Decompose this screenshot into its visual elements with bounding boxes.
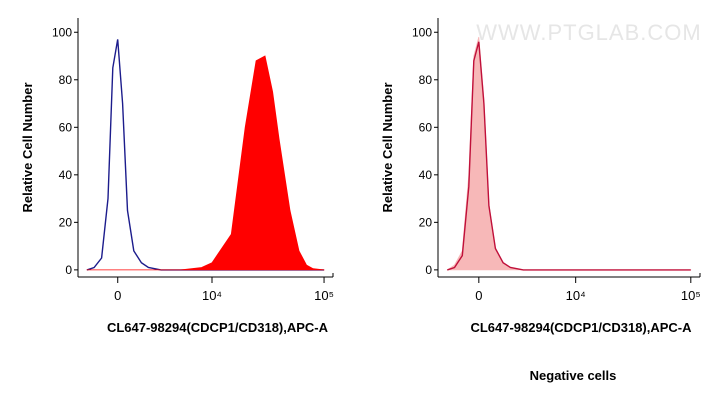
y-tick-label: 20 bbox=[59, 215, 73, 229]
x-axis-label: CL647-98294(CDCP1/CD318),APC-A bbox=[107, 320, 329, 335]
watermark: WWW.PTGLAB.COM bbox=[476, 20, 701, 45]
x-axis-label: CL647-98294(CDCP1/CD318),APC-A bbox=[470, 320, 692, 335]
y-axis-label: Relative Cell Number bbox=[20, 82, 35, 212]
x-tick-label: 0 bbox=[114, 288, 121, 303]
x-tick-label: 10⁴ bbox=[202, 288, 222, 303]
y-tick-label: 100 bbox=[412, 25, 432, 39]
histogram-area bbox=[86, 55, 325, 271]
caption: Negative cells bbox=[530, 368, 617, 383]
y-tick-label: 20 bbox=[419, 215, 433, 229]
y-tick-label: 60 bbox=[59, 120, 73, 134]
histogram-line bbox=[447, 41, 691, 271]
y-tick-label: 80 bbox=[59, 73, 73, 87]
y-axis-label: Relative Cell Number bbox=[380, 82, 395, 212]
y-tick-label: 80 bbox=[419, 73, 433, 87]
y-tick-label: 100 bbox=[52, 25, 72, 39]
x-tick-label: 10⁴ bbox=[566, 288, 586, 303]
y-tick-label: 40 bbox=[419, 168, 433, 182]
x-tick-label: 0 bbox=[475, 288, 482, 303]
y-tick-label: 60 bbox=[419, 120, 433, 134]
histogram-area bbox=[446, 36, 692, 271]
x-tick-label: 10⁵ bbox=[681, 288, 701, 303]
x-tick-label: 10⁵ bbox=[314, 288, 334, 303]
y-tick-label: 40 bbox=[59, 168, 73, 182]
y-tick-label: 0 bbox=[65, 263, 72, 277]
y-tick-label: 0 bbox=[425, 263, 432, 277]
